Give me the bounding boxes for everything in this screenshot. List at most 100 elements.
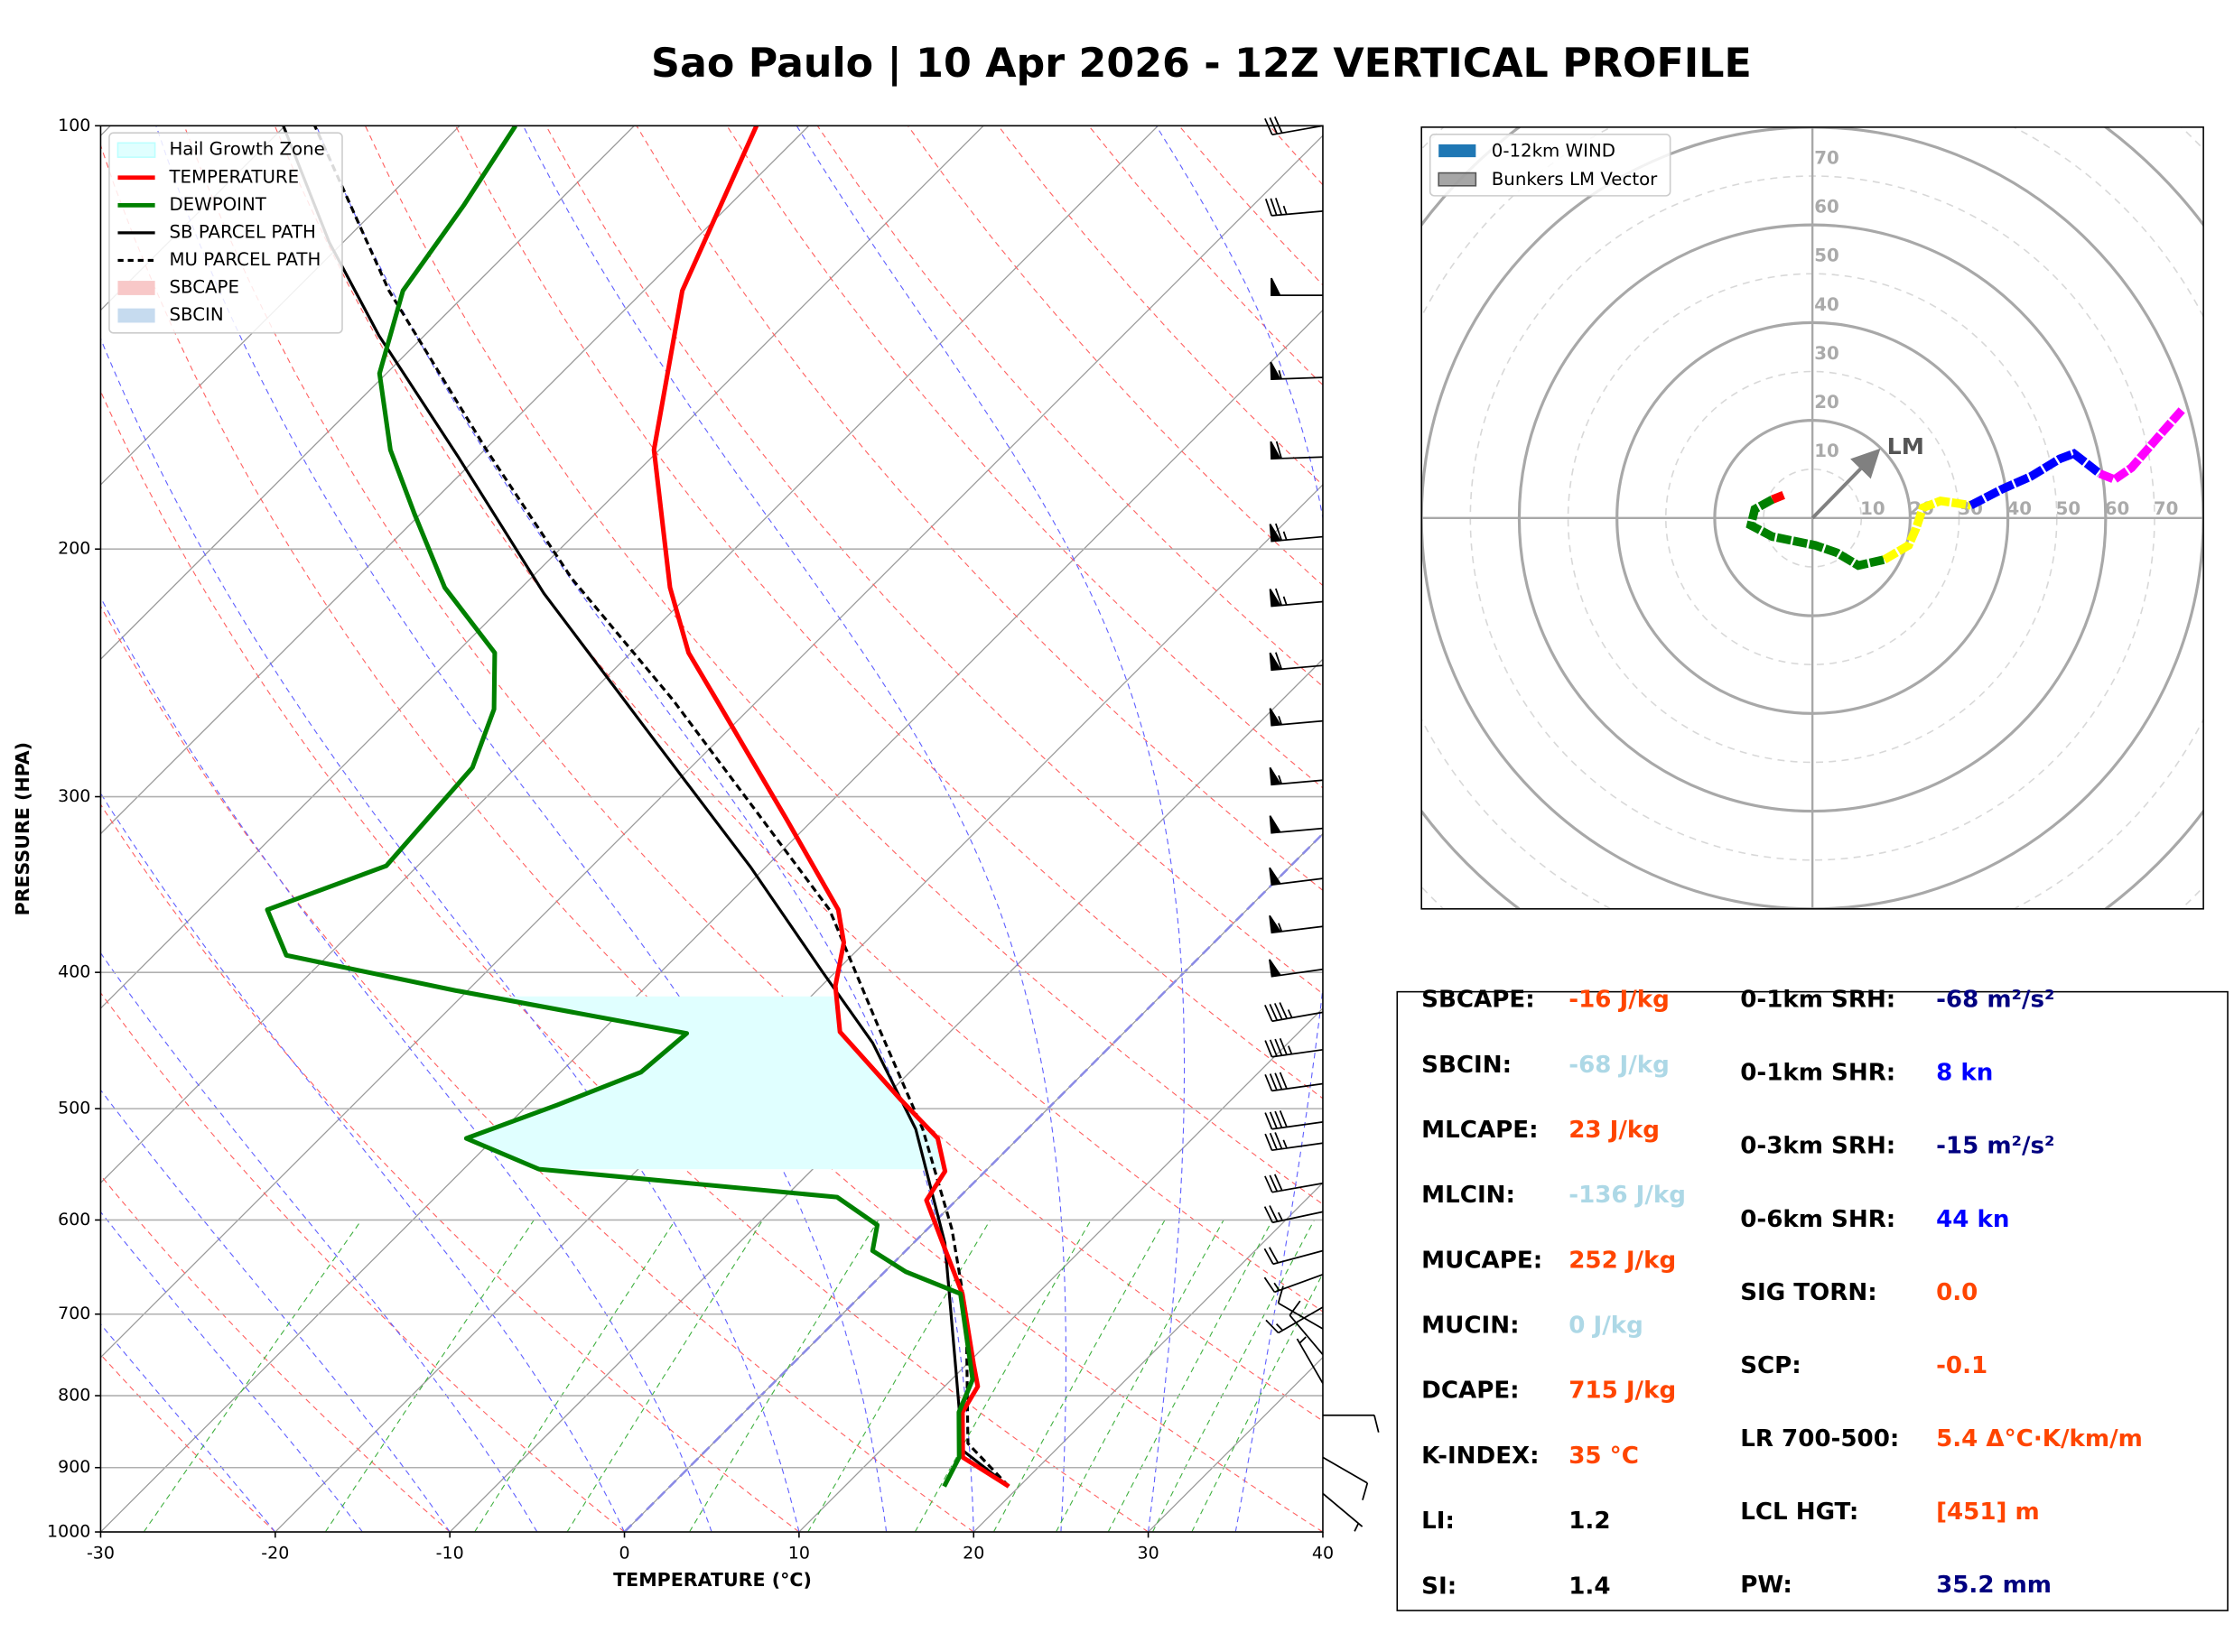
wind-barb bbox=[1322, 1456, 1369, 1500]
parameter-value: -136 J/kg bbox=[1568, 1182, 1686, 1209]
wind-barb bbox=[1269, 867, 1324, 886]
isotherm bbox=[100, 125, 635, 661]
legend-swatch bbox=[1438, 172, 1477, 187]
ring-label: 60 bbox=[2105, 498, 2130, 519]
isotherm bbox=[973, 1182, 1323, 1533]
parameter-value: 0.0 bbox=[1936, 1279, 1978, 1306]
lm-vector bbox=[1810, 448, 1881, 520]
parameter-table: SBCAPE: -16 J/kg SBCIN: -68 J/kg MLCAPE: 23 J… bbox=[1421, 987, 2143, 1601]
wind-barb bbox=[1263, 1205, 1324, 1224]
parameter-label: SBCAPE: bbox=[1421, 987, 1535, 1014]
parameter-value: -16 J/kg bbox=[1568, 987, 1670, 1014]
wind-barb bbox=[1270, 441, 1323, 460]
dry-adiabat bbox=[183, 125, 1323, 1422]
ring-label: 50 bbox=[1814, 246, 1839, 266]
isotherm bbox=[100, 125, 1159, 1184]
x-tick-label: -20 bbox=[261, 1543, 289, 1563]
wind-barb bbox=[1322, 1492, 1364, 1532]
isotherm bbox=[100, 125, 810, 835]
y-tick-label: 900 bbox=[58, 1457, 90, 1477]
ring-label: 40 bbox=[2007, 498, 2033, 519]
legend-frame bbox=[1429, 134, 1671, 197]
x-axis-label: TEMPERATURE (°C) bbox=[613, 1569, 812, 1591]
hail-growth-zone bbox=[467, 996, 945, 1170]
y-tick-label: 400 bbox=[58, 962, 90, 982]
legend-swatch bbox=[117, 308, 155, 323]
isotherm bbox=[100, 125, 461, 486]
wind-barb bbox=[1264, 1132, 1324, 1152]
mixing-ratio-line bbox=[143, 1220, 362, 1533]
parameter-label: MLCIN: bbox=[1421, 1182, 1515, 1209]
legend-label: SB PARCEL PATH bbox=[169, 221, 315, 242]
x-tick-label: 0 bbox=[619, 1543, 629, 1563]
isotherm bbox=[275, 483, 1323, 1533]
parameter-value: 1.2 bbox=[1568, 1508, 1610, 1535]
profile-line bbox=[651, 125, 1010, 1489]
parameter-label: DCAPE: bbox=[1421, 1378, 1519, 1405]
parameter-label: SBCIN: bbox=[1421, 1052, 1512, 1079]
moist-adiabat bbox=[100, 596, 712, 1533]
y-tick-label: 700 bbox=[58, 1304, 90, 1323]
parameter-box bbox=[1396, 990, 2229, 1611]
parameter-label: MUCIN: bbox=[1421, 1313, 1519, 1340]
ring-label: 20 bbox=[1814, 392, 1839, 413]
wind-barb bbox=[1322, 1414, 1380, 1433]
wind-barb bbox=[1269, 766, 1324, 786]
parameter-label: K-INDEX: bbox=[1421, 1443, 1539, 1470]
legend-label: SBCIN bbox=[169, 304, 223, 325]
dry-adiabat bbox=[100, 803, 800, 1533]
legend-label: MU PARCEL PATH bbox=[169, 249, 321, 270]
parameter-label: 0-1km SHR: bbox=[1740, 1060, 1895, 1087]
parameter-value: 23 J/kg bbox=[1568, 1117, 1660, 1144]
hodograph-trace bbox=[1969, 449, 2103, 509]
wind-barb bbox=[1264, 198, 1324, 217]
skewt-legend: Hail Growth Zone TEMPERATURE DEWPOINT SB PA… bbox=[108, 132, 343, 334]
legend-label: SBCAPE bbox=[169, 276, 238, 297]
parameter-label: LR 700-500: bbox=[1740, 1425, 1899, 1452]
parameter-value: 8 kn bbox=[1936, 1060, 1993, 1087]
parameter-value: 35.2 mm bbox=[1936, 1572, 2052, 1599]
parameter-value: [451] m bbox=[1936, 1499, 2040, 1526]
title: Sao Paulo | 10 Apr 2026 - 12Z VERTICAL P… bbox=[651, 41, 1752, 87]
y-tick-label: 300 bbox=[58, 786, 90, 806]
parameter-label: PW: bbox=[1740, 1572, 1792, 1599]
x-tick-label: -30 bbox=[87, 1543, 115, 1563]
parameter-value: 252 J/kg bbox=[1568, 1247, 1676, 1274]
parameter-value: -68 J/kg bbox=[1568, 1052, 1670, 1079]
x-tick-label: 20 bbox=[963, 1543, 984, 1563]
wind-barb bbox=[1264, 1037, 1324, 1058]
legend-swatch bbox=[1438, 144, 1476, 158]
parameter-label: SCP: bbox=[1740, 1352, 1801, 1379]
y-tick-label: 200 bbox=[58, 539, 90, 559]
profile-line bbox=[265, 125, 975, 1488]
isotherm bbox=[100, 125, 984, 1009]
wind-barb bbox=[1269, 914, 1324, 934]
parameter-value: 715 J/kg bbox=[1568, 1378, 1676, 1405]
parameter-value: 44 kn bbox=[1936, 1206, 2009, 1233]
wind-barb bbox=[1264, 1174, 1324, 1193]
ring-label: 60 bbox=[1814, 197, 1839, 218]
parameter-value: -68 m²/s² bbox=[1936, 987, 2054, 1014]
wind-barb bbox=[1264, 1109, 1324, 1130]
y-axis-label: PRESSURE (HPA) bbox=[12, 742, 33, 915]
wind-barb bbox=[1269, 588, 1324, 608]
ring-label: 30 bbox=[1814, 343, 1839, 364]
parameter-label: 0-6km SHR: bbox=[1740, 1206, 1895, 1233]
ring-label: 10 bbox=[1860, 498, 1885, 519]
freezing-isotherm bbox=[623, 831, 1323, 1533]
wind-barb bbox=[1263, 1247, 1324, 1266]
y-tick-label: 500 bbox=[58, 1099, 90, 1118]
parameter-value: 5.4 Δ°C·K/km/m bbox=[1936, 1425, 2143, 1452]
parameter-value: 35 °C bbox=[1568, 1443, 1639, 1470]
parameter-value: -15 m²/s² bbox=[1936, 1133, 2054, 1160]
isotherm bbox=[100, 309, 1323, 1533]
legend-label: Bunkers LM Vector bbox=[1492, 169, 1658, 190]
hodograph-trace bbox=[2098, 407, 2185, 485]
wind-barb bbox=[1269, 652, 1324, 672]
hodograph-trace bbox=[1771, 490, 1785, 504]
moist-adiabat bbox=[1155, 125, 1323, 1533]
wind-barb bbox=[1264, 1002, 1324, 1023]
mixing-ratio-line bbox=[914, 1220, 1092, 1533]
y-tick-label: 1000 bbox=[47, 1522, 90, 1542]
